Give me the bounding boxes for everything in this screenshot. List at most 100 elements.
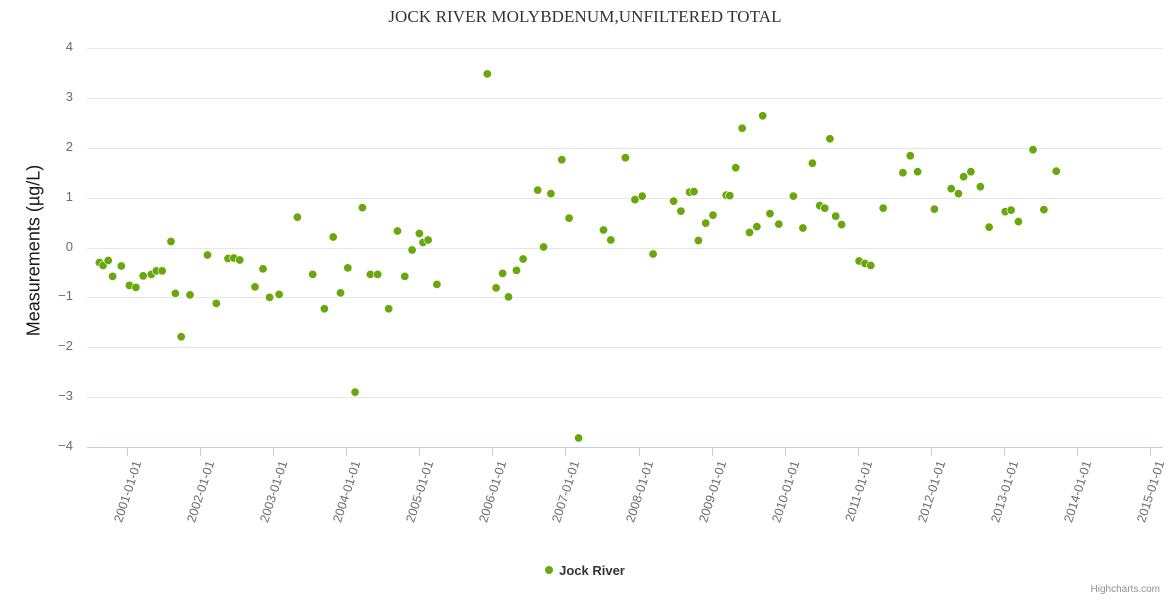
- scatter-point[interactable]: [798, 223, 808, 233]
- scatter-point[interactable]: [116, 261, 126, 271]
- scatter-point[interactable]: [211, 298, 221, 308]
- scatter-point[interactable]: [1006, 205, 1016, 215]
- scatter-point[interactable]: [138, 271, 148, 281]
- scatter-point[interactable]: [866, 260, 876, 270]
- scatter-point[interactable]: [878, 203, 888, 213]
- scatter-point[interactable]: [648, 249, 658, 259]
- scatter-point[interactable]: [669, 196, 679, 206]
- scatter-point[interactable]: [400, 271, 410, 281]
- y-tick-label: −3: [58, 388, 73, 404]
- scatter-point[interactable]: [157, 266, 167, 276]
- scatter-point[interactable]: [511, 265, 521, 275]
- scatter-point[interactable]: [606, 235, 616, 245]
- scatter-point[interactable]: [905, 151, 915, 161]
- scatter-point[interactable]: [319, 304, 329, 314]
- y-tick-label: −2: [58, 338, 73, 354]
- scatter-point[interactable]: [574, 433, 584, 443]
- scatter-point[interactable]: [1051, 166, 1061, 176]
- scatter-point[interactable]: [533, 185, 543, 195]
- scatter-point[interactable]: [350, 387, 360, 397]
- scatter-point[interactable]: [557, 155, 567, 165]
- scatter-point[interactable]: [491, 283, 501, 293]
- scatter-point[interactable]: [676, 206, 686, 216]
- scatter-points[interactable]: [94, 69, 1061, 443]
- scatter-point[interactable]: [131, 282, 141, 292]
- scatter-point[interactable]: [265, 292, 275, 302]
- scatter-point[interactable]: [328, 232, 338, 242]
- scatter-point[interactable]: [258, 264, 268, 274]
- scatter-point[interactable]: [203, 250, 213, 260]
- scatter-point[interactable]: [774, 219, 784, 229]
- scatter-point[interactable]: [250, 282, 260, 292]
- scatter-point[interactable]: [498, 268, 508, 278]
- scatter-point[interactable]: [820, 203, 830, 213]
- scatter-point[interactable]: [693, 236, 703, 246]
- y-tick-label: −4: [58, 438, 73, 453]
- scatter-point[interactable]: [637, 191, 647, 201]
- y-tick-label: 2: [65, 138, 73, 154]
- scatter-point[interactable]: [564, 213, 574, 223]
- y-tick-label: 3: [65, 88, 73, 104]
- scatter-point[interactable]: [725, 191, 735, 201]
- scatter-point[interactable]: [176, 332, 186, 342]
- scatter-point[interactable]: [235, 255, 245, 265]
- scatter-point[interactable]: [518, 254, 528, 264]
- scatter-point[interactable]: [959, 172, 969, 182]
- scatter-point[interactable]: [765, 209, 775, 219]
- scatter-point[interactable]: [503, 292, 513, 302]
- scatter-point[interactable]: [185, 290, 195, 300]
- scatter-point[interactable]: [689, 187, 699, 197]
- scatter-point[interactable]: [929, 204, 939, 214]
- scatter-point[interactable]: [384, 304, 394, 314]
- scatter-point[interactable]: [744, 228, 754, 238]
- scatter-point[interactable]: [953, 189, 963, 199]
- scatter-point[interactable]: [737, 123, 747, 133]
- scatter-point[interactable]: [598, 225, 608, 235]
- scatter-point[interactable]: [108, 271, 118, 281]
- scatter-point[interactable]: [620, 153, 630, 163]
- scatter-point[interactable]: [373, 269, 383, 279]
- scatter-point[interactable]: [274, 289, 284, 299]
- scatter-point[interactable]: [837, 220, 847, 230]
- x-axis-ticks: [127, 447, 1151, 456]
- scatter-point[interactable]: [807, 158, 817, 168]
- scatter-point[interactable]: [708, 210, 718, 220]
- scatter-point[interactable]: [630, 195, 640, 205]
- scatter-point[interactable]: [407, 245, 417, 255]
- scatter-point[interactable]: [103, 255, 113, 265]
- scatter-point[interactable]: [546, 189, 556, 199]
- scatter-point[interactable]: [170, 288, 180, 298]
- scatter-point[interactable]: [946, 184, 956, 194]
- scatter-point[interactable]: [758, 111, 768, 121]
- scatter-point[interactable]: [898, 168, 908, 178]
- scatter-point[interactable]: [423, 235, 433, 245]
- legend-marker-icon: [545, 565, 554, 574]
- legend: Jock River: [0, 562, 1170, 578]
- scatter-point[interactable]: [414, 229, 424, 239]
- scatter-point[interactable]: [1039, 205, 1049, 215]
- scatter-point[interactable]: [392, 226, 402, 236]
- scatter-point[interactable]: [482, 69, 492, 79]
- scatter-point[interactable]: [701, 218, 711, 228]
- scatter-point[interactable]: [357, 203, 367, 213]
- scatter-point[interactable]: [335, 288, 345, 298]
- scatter-point[interactable]: [432, 279, 442, 289]
- scatter-point[interactable]: [752, 222, 762, 232]
- scatter-point[interactable]: [984, 222, 994, 232]
- scatter-point[interactable]: [825, 134, 835, 144]
- scatter-point[interactable]: [913, 167, 923, 177]
- scatter-point[interactable]: [831, 211, 841, 221]
- scatter-point[interactable]: [1013, 217, 1023, 227]
- scatter-point[interactable]: [292, 212, 302, 222]
- scatter-point[interactable]: [343, 263, 353, 273]
- credits-label: Highcharts.com: [1090, 584, 1160, 595]
- scatter-point[interactable]: [166, 237, 176, 247]
- scatter-point[interactable]: [788, 191, 798, 201]
- scatter-point[interactable]: [966, 167, 976, 177]
- scatter-point[interactable]: [308, 269, 318, 279]
- scatter-point[interactable]: [731, 163, 741, 173]
- scatter-point[interactable]: [975, 182, 985, 192]
- scatter-point[interactable]: [539, 242, 549, 252]
- legend-item-jock-river[interactable]: Jock River: [545, 562, 625, 578]
- scatter-point[interactable]: [1028, 145, 1038, 155]
